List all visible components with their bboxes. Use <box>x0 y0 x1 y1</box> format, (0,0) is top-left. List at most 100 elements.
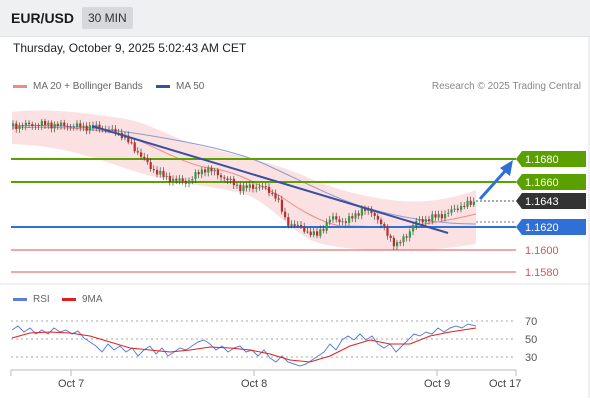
candle-body <box>18 125 21 130</box>
candle-body <box>274 193 277 199</box>
candle-body <box>440 214 443 219</box>
price-text-last: 1.1643 <box>525 196 559 208</box>
candle-body <box>236 184 239 186</box>
legend-ma20: MA 20 + Bollinger Bands <box>13 81 143 92</box>
candle-body <box>261 186 264 188</box>
candle-body <box>28 122 31 125</box>
price-text-1680: 1.1680 <box>525 154 559 166</box>
candle-body <box>172 178 175 183</box>
forecast-arrow-shaft <box>478 168 508 201</box>
ma20-swatch <box>13 84 27 88</box>
candle-body <box>444 213 447 219</box>
candle-body <box>15 123 18 130</box>
candle-body <box>293 224 296 226</box>
candle-body <box>85 125 88 131</box>
candle-body <box>66 125 69 127</box>
price-text-1660: 1.1660 <box>525 177 559 189</box>
candle-body <box>140 152 143 157</box>
candle-body <box>165 175 168 177</box>
candle-body <box>399 242 402 244</box>
candle-body <box>136 151 139 153</box>
candle-body <box>152 169 155 171</box>
candle-body <box>396 242 399 247</box>
candle-body <box>316 231 319 236</box>
research-credit: Research © 2025 Trading Central <box>431 81 581 92</box>
candle-body <box>191 178 194 181</box>
candle-body <box>133 142 136 152</box>
candle-body <box>114 128 117 134</box>
legend-rsi: RSI <box>13 294 50 305</box>
candle-body <box>428 219 431 222</box>
candle-body <box>309 231 312 236</box>
candle-body <box>252 184 255 189</box>
candle-body <box>466 200 469 207</box>
candle-body <box>60 122 63 126</box>
x-label-oct7: Oct 7 <box>58 378 84 390</box>
bollinger-band <box>12 110 476 251</box>
price-text-1620: 1.1620 <box>525 222 559 234</box>
candle-body <box>111 128 114 130</box>
candle-body <box>389 235 392 238</box>
candle-body <box>232 178 235 186</box>
candle-body <box>248 184 251 188</box>
candle-body <box>463 205 466 207</box>
candle-body <box>24 122 27 127</box>
candle-body <box>188 180 191 184</box>
candle-body <box>156 170 159 175</box>
rsi-swatch <box>13 297 27 301</box>
candle-body <box>453 208 456 210</box>
candle-body <box>21 125 24 127</box>
rsi-tick-50: 50 <box>525 334 537 346</box>
price-text-1600: 1.1600 <box>525 245 559 257</box>
ma9-legend-label: 9MA <box>82 294 103 305</box>
candle-body <box>303 226 306 232</box>
legend-9ma: 9MA <box>62 294 103 305</box>
candle-body <box>255 187 258 189</box>
price-label-1620: 1.1620 <box>516 219 586 235</box>
candle-body <box>354 213 357 219</box>
header-bar: EUR/USD 30 MIN <box>0 0 590 37</box>
rsi-line <box>11 323 477 367</box>
price-text-1580: 1.1580 <box>525 267 559 279</box>
candle-body <box>348 216 351 223</box>
candle-body <box>364 208 367 211</box>
candle-body <box>469 200 472 205</box>
candle-body <box>245 185 248 188</box>
candle-body <box>44 120 47 126</box>
candle-body <box>424 219 427 223</box>
candle-body <box>242 185 245 192</box>
candle-body <box>450 209 453 213</box>
candle-body <box>376 215 379 220</box>
candle-body <box>178 178 181 181</box>
timeframe-button[interactable]: 30 MIN <box>82 7 133 29</box>
candle-body <box>149 162 152 170</box>
candle-body <box>210 167 213 172</box>
candle-body <box>40 120 43 126</box>
candle-body <box>258 186 261 188</box>
candle-body <box>392 237 395 247</box>
forecast-arrow-head <box>500 160 513 176</box>
candle-body <box>184 180 187 184</box>
candle-body <box>460 205 463 210</box>
candle-body <box>447 212 450 214</box>
price-label-last: 1.1643 <box>516 193 586 209</box>
candle-body <box>69 126 72 128</box>
candle-body <box>335 216 338 220</box>
candle-body <box>204 169 207 173</box>
x-label-oct9: Oct 9 <box>424 378 450 390</box>
candle-body <box>79 123 82 128</box>
rsi-tick-30: 30 <box>525 352 537 364</box>
candle-body <box>386 226 389 236</box>
candle-body <box>34 125 37 127</box>
candle-body <box>229 178 232 180</box>
candle-body <box>287 217 290 226</box>
candle-body <box>373 213 376 216</box>
candle-body <box>325 222 328 231</box>
candle-body <box>405 236 408 238</box>
candle-body <box>162 170 165 177</box>
candle-body <box>216 169 219 176</box>
price-label-1660: 1.1660 <box>516 174 586 190</box>
candle-body <box>360 208 363 216</box>
candle-body <box>37 125 40 127</box>
